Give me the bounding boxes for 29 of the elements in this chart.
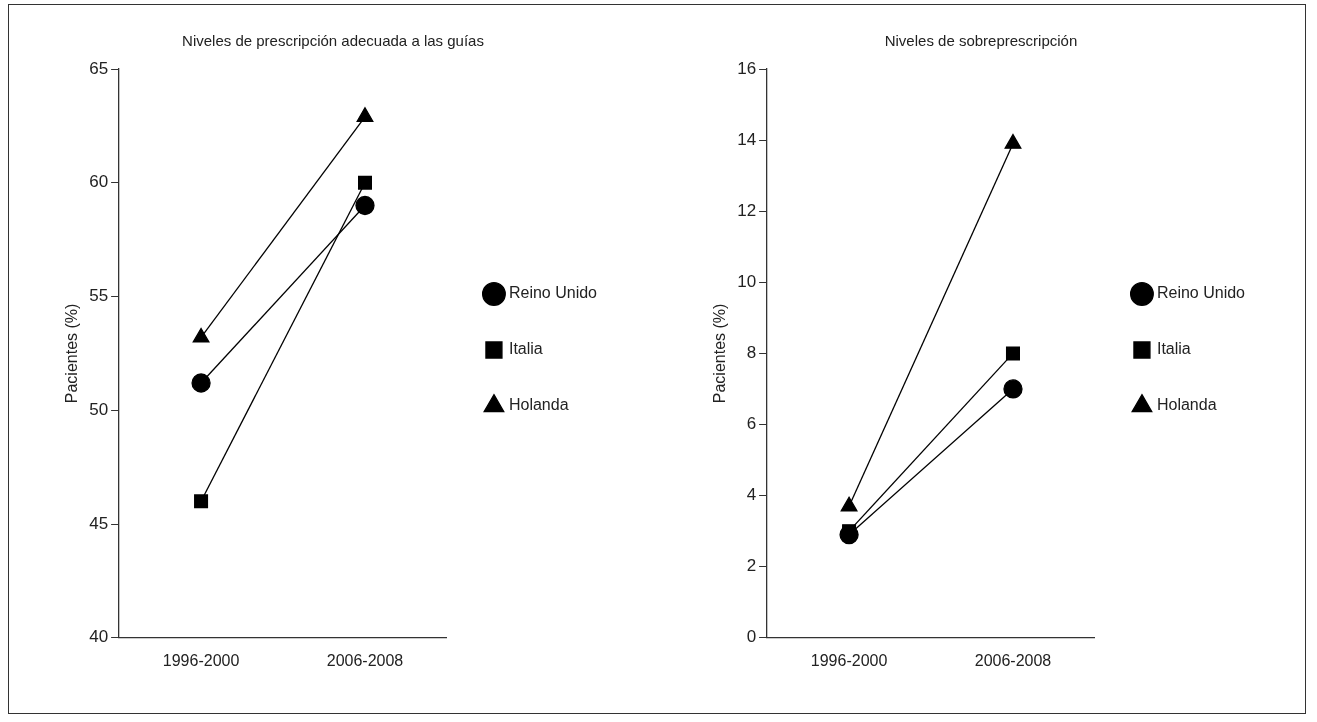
y-tick-label: 55 (89, 286, 109, 306)
legend-label: Holanda (1156, 396, 1217, 414)
legend-label: Holanda (508, 396, 569, 414)
chart-title: Niveles de prescripción adecuada a las guías (182, 32, 484, 50)
chart-title: Niveles de sobreprescripción (884, 32, 1078, 50)
x-tick-label: 1996-2000 (162, 651, 240, 669)
legend-label: Italia (508, 340, 543, 358)
x-tick-label: 2006-2008 (326, 651, 404, 669)
y-tick-label: 10 (737, 271, 757, 291)
y-tick-label: 45 (89, 513, 109, 533)
x-tick-label: 2006-2008 (974, 651, 1052, 669)
legend-label: Reino Unido (508, 284, 598, 302)
y-tick-label: 60 (89, 172, 109, 192)
y-tick-label: 12 (737, 200, 757, 220)
y-axis-title: Pacientes (%) (63, 303, 81, 404)
y-tick-label: 2 (746, 556, 757, 576)
y-tick-label: 6 (746, 414, 757, 434)
y-tick-label: 0 (746, 627, 757, 647)
legend-label: Italia (1156, 340, 1191, 358)
y-axis-title: Pacientes (%) (711, 303, 729, 404)
x-tick-label: 1996-2000 (810, 651, 888, 669)
y-tick-label: 40 (89, 627, 109, 647)
y-tick-label: 8 (746, 343, 757, 363)
legend-label: Reino Unido (1156, 284, 1246, 302)
y-tick-label: 65 (89, 58, 109, 78)
y-tick-label: 16 (737, 58, 757, 78)
y-tick-label: 14 (737, 129, 757, 149)
y-tick-label: 50 (89, 399, 109, 419)
y-tick-label: 4 (746, 485, 757, 505)
